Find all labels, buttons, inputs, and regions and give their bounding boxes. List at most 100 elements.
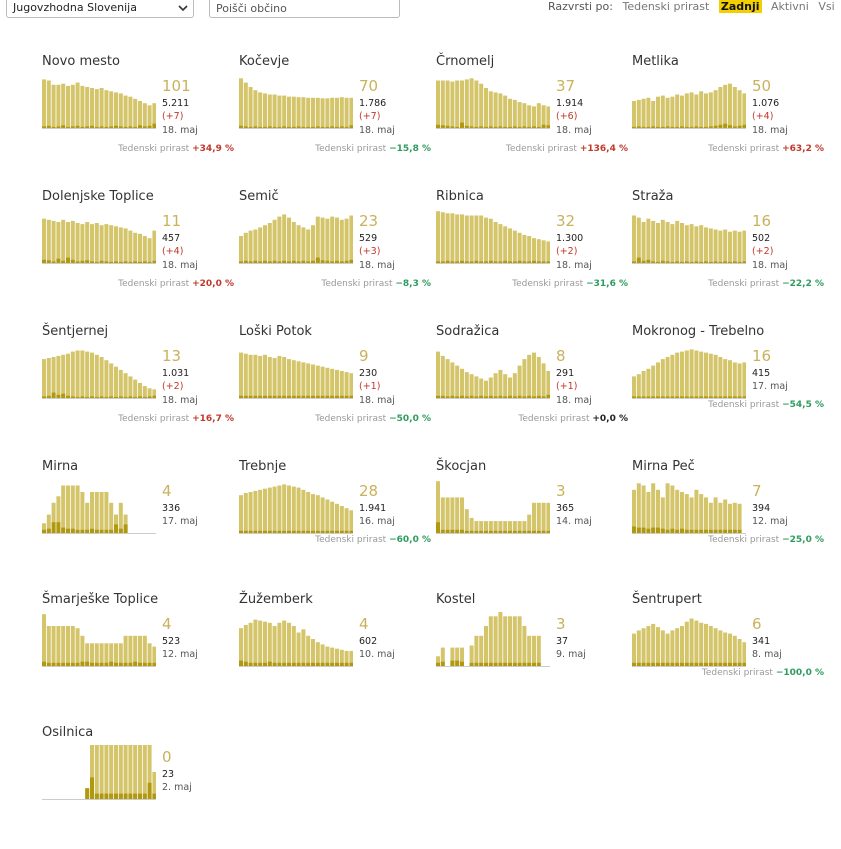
new-cases-bar xyxy=(512,126,517,128)
total-cases: 1.300 xyxy=(556,233,584,244)
municipality-card[interactable]: Loški Potok 9 230 (+1) 18. maj Tedenski prira… xyxy=(239,318,435,448)
municipality-card[interactable]: Semič 23 529 (+3) 18. maj Tedenski prirast −8… xyxy=(239,183,435,313)
active-bar xyxy=(460,497,464,533)
new-cases-bar xyxy=(320,126,325,128)
search-input[interactable] xyxy=(209,0,400,18)
new-cases-bar xyxy=(641,260,646,263)
municipality-card[interactable]: Šentjernej 13 1.031 (+2) 18. maj Tedenski pri… xyxy=(42,318,238,448)
new-cases-bar xyxy=(536,395,541,398)
municipality-card[interactable]: Sodražica 8 291 (+1) 18. maj Tedenski prirast… xyxy=(436,318,632,448)
active-bar xyxy=(503,226,508,263)
new-cases-bar xyxy=(536,530,541,533)
municipality-card[interactable]: Kočevje 70 1.786 (+7) 18. maj Tedenski priras… xyxy=(239,48,435,178)
active-cases: 32 xyxy=(556,212,576,230)
new-cases-bar xyxy=(445,529,450,533)
active-cases: 3 xyxy=(556,615,566,633)
new-cases-bar xyxy=(732,529,737,533)
municipality-card[interactable]: Novo mesto 101 5.211 (+7) 18. maj Tedenski pr… xyxy=(42,48,238,178)
new-cases-bar xyxy=(508,126,512,128)
active-bar xyxy=(651,220,656,263)
weekly-growth: Tedenski prirast −25,0 % xyxy=(708,535,824,545)
new-cases-bar xyxy=(320,260,325,263)
new-cases-bar xyxy=(277,530,282,533)
municipality-card[interactable]: Straža 16 502 (+2) 18. maj Tedenski prirast −… xyxy=(632,183,828,313)
active-bar xyxy=(99,745,104,799)
new-cases-bar xyxy=(138,396,142,398)
municipality-card[interactable]: Črnomelj 37 1.914 (+6) 18. maj Tedenski prira… xyxy=(436,48,632,178)
new-cases-bar xyxy=(291,260,296,263)
municipality-card[interactable]: Metlika 50 1.076 (+4) 18. maj Tedenski priras… xyxy=(632,48,828,178)
sort-all[interactable]: Vsi xyxy=(818,0,835,13)
new-cases-bar xyxy=(708,261,713,263)
municipality-card[interactable]: Trebnje 28 1.941 16. maj Tedenski prirast −6… xyxy=(239,453,435,583)
municipality-card[interactable]: Dolenjske Toplice 11 457 (+4) 18. maj Tedensk… xyxy=(42,183,238,313)
sort-weekly-growth[interactable]: Tedenski prirast xyxy=(622,0,710,13)
active-bar xyxy=(272,626,277,666)
active-bar xyxy=(732,230,737,263)
new-cases-bar xyxy=(349,259,353,263)
municipality-card[interactable]: Mirna Peč 7 394 12. maj Tedenski prirast −25… xyxy=(632,453,828,583)
municipality-card[interactable]: Šmarješke Toplice 4 523 12. maj xyxy=(42,586,238,716)
sort-latest[interactable]: Zadnji xyxy=(718,0,762,13)
new-cases-bar xyxy=(464,125,469,128)
active-bar xyxy=(704,352,708,398)
active-bar xyxy=(694,226,699,263)
new-cases-bar xyxy=(263,260,267,263)
new-cases-bar xyxy=(713,662,718,666)
region-select[interactable]: Jugovzhodna Slovenija xyxy=(6,0,194,18)
new-cases-bar xyxy=(503,396,508,398)
new-cases-bar xyxy=(660,126,665,128)
municipality-card[interactable]: Žužemberk 4 602 10. maj xyxy=(239,586,435,716)
municipality-name: Trebnje xyxy=(239,459,287,474)
new-cases-bar xyxy=(546,125,550,128)
active-bar xyxy=(253,490,258,533)
last-date: 18. maj xyxy=(162,260,198,271)
new-cases-bar xyxy=(704,396,708,398)
active-bar xyxy=(272,486,277,533)
weekly-growth-value: +63,2 % xyxy=(782,144,824,154)
active-bar xyxy=(248,230,253,263)
active-bar xyxy=(704,497,708,533)
active-bar xyxy=(94,223,99,263)
municipality-card[interactable]: Kostel 3 37 9. maj xyxy=(436,586,632,716)
sort-active[interactable]: Aktivni xyxy=(771,0,809,13)
new-cases-bar xyxy=(243,530,248,533)
active-bar xyxy=(123,228,128,263)
municipality-card[interactable]: Ribnica 32 1.300 (+2) 18. maj Tedenski priras… xyxy=(436,183,632,313)
active-bar xyxy=(311,225,315,263)
new-cases-bar xyxy=(455,126,460,128)
new-cases-bar xyxy=(455,660,460,666)
new-cases-bar xyxy=(142,126,147,128)
municipality-card[interactable]: Šentrupert 6 341 8. maj Tedenski prirast −10… xyxy=(632,586,828,716)
active-bar xyxy=(728,503,732,533)
active-bar xyxy=(142,103,147,128)
new-cases-bar xyxy=(517,530,522,533)
active-bar xyxy=(263,225,267,263)
active-bar xyxy=(277,95,282,128)
new-cases-bar xyxy=(460,661,464,666)
new-cases-bar xyxy=(243,126,248,128)
active-bar xyxy=(325,646,330,666)
municipality-card[interactable]: Mirna 4 336 17. maj xyxy=(42,453,238,583)
active-bar xyxy=(349,510,353,533)
sort-label: Razvrsti po: xyxy=(548,0,613,13)
new-cases-bar xyxy=(508,395,512,398)
municipality-card[interactable]: Mokronog - Trebelno 16 415 17. maj Tedenski … xyxy=(632,318,828,448)
new-cases-bar xyxy=(118,793,123,799)
municipality-card[interactable]: Osilnica 0 23 2. maj xyxy=(42,719,238,849)
active-bar xyxy=(493,373,498,398)
total-cases: 341 xyxy=(752,636,771,647)
active-bar xyxy=(636,374,641,398)
active-bar xyxy=(498,93,503,128)
active-bar xyxy=(737,639,742,666)
new-cases-bar xyxy=(104,793,109,799)
active-bar xyxy=(90,643,94,666)
new-cases-bar xyxy=(248,395,253,398)
active-bar xyxy=(512,99,517,128)
new-cases-bar xyxy=(488,395,493,398)
active-bar xyxy=(263,93,267,128)
active-bar xyxy=(301,97,306,128)
municipality-card[interactable]: Škocjan 3 365 14. maj xyxy=(436,453,632,583)
new-cases-bar xyxy=(503,126,508,128)
new-cases-bar xyxy=(339,261,344,263)
